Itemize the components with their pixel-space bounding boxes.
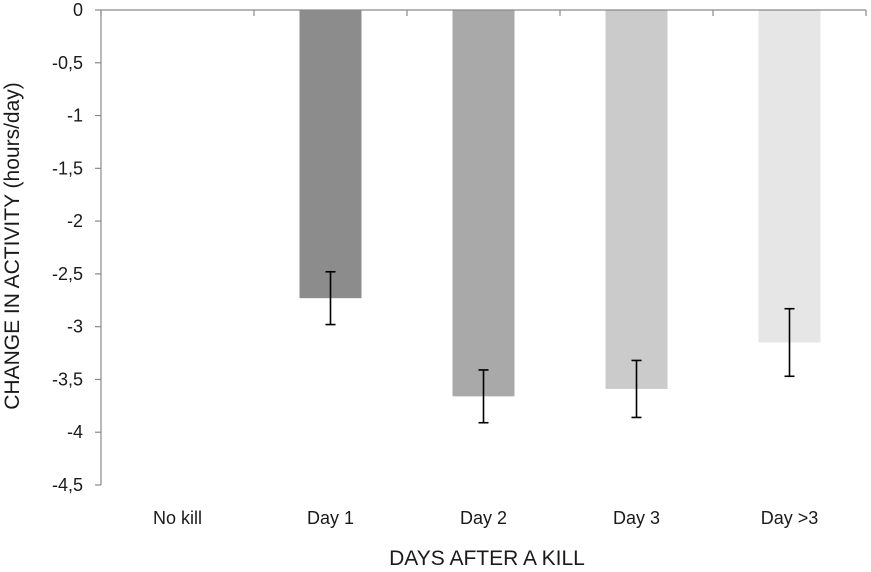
y-tick-label: -3 — [67, 317, 83, 337]
y-tick-label: -1 — [67, 106, 83, 126]
y-tick-labels: 0 -0,5 -1 -1,5 -2 -2,5 -3 -3,5 -4 -4,5 — [52, 0, 83, 495]
x-tick-label: No kill — [153, 508, 202, 528]
x-tick-label: Day 2 — [460, 508, 507, 528]
y-tick-label: -2,5 — [52, 264, 83, 284]
y-tick-label: -0,5 — [52, 53, 83, 73]
error-bar — [478, 369, 489, 424]
bar-day-2 — [452, 10, 515, 397]
axes-group — [95, 9, 867, 486]
y-tick-label: -1,5 — [52, 158, 83, 178]
bar-day-3 — [758, 10, 821, 343]
error-bar — [325, 270, 336, 326]
error-bar — [784, 307, 795, 378]
bars-group — [299, 10, 821, 397]
x-tick-label: Day 1 — [307, 508, 354, 528]
y-tick-label: -2 — [67, 211, 83, 231]
bar-day-3 — [605, 10, 668, 389]
bar-day-1 — [299, 10, 362, 299]
y-tick-label: 0 — [73, 0, 83, 20]
x-tick-label: Day 3 — [613, 508, 660, 528]
x-tick-label: Day >3 — [761, 508, 819, 528]
y-tick-label: -3,5 — [52, 369, 83, 389]
y-tick-label: -4,5 — [52, 475, 83, 495]
x-tick-labels: No kill Day 1 Day 2 Day 3 Day >3 — [153, 508, 818, 528]
x-axis-title: DAYS AFTER A KILL — [389, 547, 585, 570]
y-axis-title: CHANGE IN ACTIVITY (hours/day) — [1, 82, 24, 410]
y-tick-label: -4 — [67, 422, 83, 442]
error-bars-group — [325, 270, 795, 424]
error-bar — [631, 359, 642, 419]
